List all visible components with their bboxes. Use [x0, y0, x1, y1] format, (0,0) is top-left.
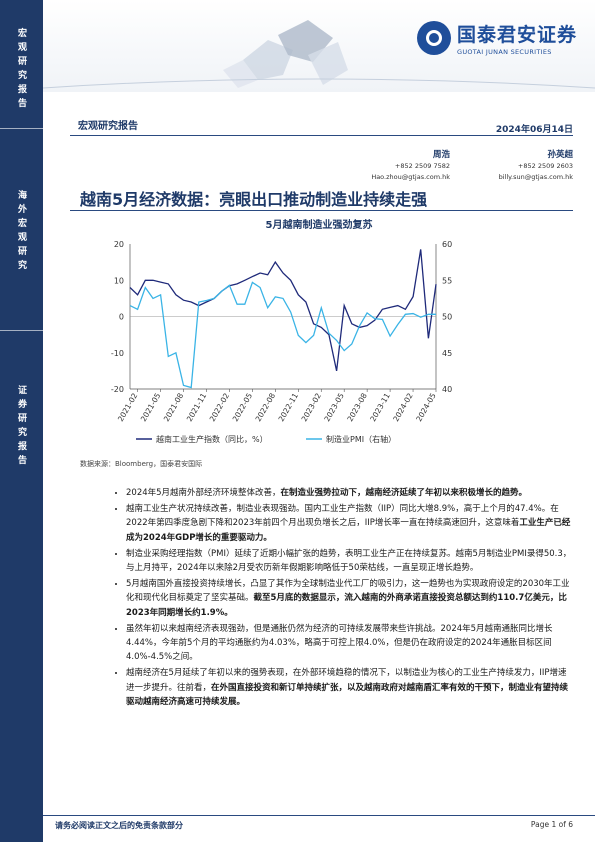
bullet-item: 制造业采购经理指数（PMI）延续了近期小幅扩张的趋势，表明工业生产正在持续复苏。… [126, 547, 572, 575]
bullet-item: 2024年5月越南外部经济环境整体改善，在制造业强势拉动下，越南经济延续了年初以… [126, 486, 572, 500]
left-tick-label: -20 [111, 385, 124, 394]
bullet-emphasis: 在制造业强势拉动下，越南经济延续了年初以来积极增长的趋势。 [280, 488, 528, 498]
sidebar-block-securities: 证券研究报告 [0, 385, 43, 469]
report-date: 2024年06月14日 [495, 125, 573, 135]
summary-bullets: 2024年5月越南外部经济环境整体改善，在制造业强势拉动下，越南经济延续了年初以… [112, 486, 572, 711]
author-email[interactable]: billy.sun@gtjas.com.hk [498, 173, 573, 181]
bullet-text: 5月越南国外直接投资持续增长，凸显了其作为全球制造业代工厂的吸引力，这一趋势也为… [126, 579, 570, 604]
bullet-text: 越南工业生产状况持续改善，制造业表现强劲。国内工业生产指数（IIP）同比大增8.… [126, 504, 559, 529]
bullet-text: 越南经济在5月延续了年初以来的强势表现，在外部环境趋稳的情况下，以制造业为核心的… [126, 668, 567, 693]
sidebar-divider [0, 330, 43, 331]
logo-cn: 国泰君安证券 [456, 24, 577, 46]
bullet-item: 越南经济在5月延续了年初以来的强势表现，在外部环境趋稳的情况下，以制造业为核心的… [126, 666, 572, 709]
right-tick-label: 55 [442, 276, 452, 285]
sidebar-divider [0, 128, 43, 129]
company-logo: 国泰君安证券 GUOTAI JUNAN SECURITIES [416, 20, 577, 56]
sidebar-block-overseas: 海外宏观研究 [0, 190, 43, 274]
right-tick-label: 50 [442, 313, 452, 322]
series-line-pmi [129, 281, 436, 389]
bullet-item: 虽然年初以来越南经济表现强劲，但是通胀仍然为经济的可持续发展带来些许挑战。202… [126, 622, 572, 665]
bullet-item: 5月越南国外直接投资持续增长，凸显了其作为全球制造业代工厂的吸引力，这一趋势也为… [126, 577, 572, 620]
bullet-text: 虽然年初以来越南经济表现强劲，但是通胀仍然为经济的可持续发展带来些许挑战。202… [126, 623, 553, 663]
right-tick-label: 60 [442, 240, 452, 249]
bullet-emphasis: 工业生产已经成为2024年GDP增长的重要驱动力。 [126, 518, 571, 543]
left-tick-label: 20 [114, 240, 124, 249]
series-line-iip [129, 249, 437, 372]
author-name: 孙英超 [547, 150, 573, 160]
bullet-list: 2024年5月越南外部经济环境整体改善，在制造业强势拉动下，越南经济延续了年初以… [112, 486, 572, 709]
title-rule [70, 210, 573, 211]
report-title: 越南5月经济数据：亮眼出口推动制造业持续走强 [80, 190, 428, 209]
logo-en: GUOTAI JUNAN SECURITIES [456, 48, 552, 56]
left-tick-label: 0 [119, 313, 124, 322]
bullet-item: 越南工业生产状况持续改善，制造业表现强劲。国内工业生产指数（IIP）同比大增8.… [126, 502, 572, 545]
author-block: 孙英超 +852 2509 2603 billy.sun@gtjas.com.h… [499, 150, 573, 183]
report-type: 宏观研究报告 [78, 121, 138, 132]
legend-label: 制造业PMI（右轴） [326, 434, 396, 444]
logo-mark-icon [416, 21, 451, 55]
header-rule [70, 135, 573, 136]
sidebar-block-macro: 宏观研究报告 [0, 28, 43, 112]
left-tick-label: 10 [114, 276, 124, 285]
chart-background [96, 232, 476, 454]
sidebar-label: 宏观研究报告 [16, 28, 26, 112]
sidebar: 宏观研究报告 海外宏观研究 证券研究报告 [0, 0, 43, 842]
data-source: 数据来源：Bloomberg，国泰君安国际 [80, 460, 203, 468]
header-banner: 国泰君安证券 GUOTAI JUNAN SECURITIES [43, 0, 595, 92]
left-tick-label: -10 [111, 349, 124, 358]
author-block: 周浩 +852 2509 7582 Hao.zhou@gtjas.com.hk [371, 150, 450, 183]
footer-rule [43, 815, 595, 816]
footer-disclaimer: 请务必阅读正文之后的免责条款部分 [55, 821, 183, 830]
bullet-text: 制造业采购经理指数（PMI）延续了近期小幅扩张的趋势，表明工业生产正在持续复苏。… [126, 548, 572, 574]
author-phone: +852 2509 7582 [394, 162, 450, 170]
author-email[interactable]: Hao.zhou@gtjas.com.hk [371, 173, 450, 181]
sidebar-label: 证券研究报告 [16, 385, 26, 469]
author-name: 周浩 [432, 150, 450, 160]
banner-decoration [43, 20, 595, 89]
bullet-emphasis: 截至5月底的数据显示，流入越南的外商承诺直接投资总额达到约110.7亿美元，比2… [126, 593, 567, 618]
bullet-emphasis: 在外国直接投资和新订单持续扩张，以及越南政府对越南盾汇率有效的干预下，制造业有望… [126, 682, 569, 707]
right-tick-label: 40 [442, 385, 452, 394]
page-number: Page 1 of 6 [530, 820, 573, 829]
author-phone: +852 2509 2603 [517, 162, 573, 170]
legend-label: 越南工业生产指数（同比，%） [156, 434, 268, 444]
sidebar-label: 海外宏观研究 [16, 190, 26, 274]
right-tick-label: 45 [442, 349, 452, 358]
chart-title: 5月越南制造业强劲复苏 [265, 220, 373, 231]
bullet-text: 2024年5月越南外部经济环境整体改善， [126, 488, 281, 498]
